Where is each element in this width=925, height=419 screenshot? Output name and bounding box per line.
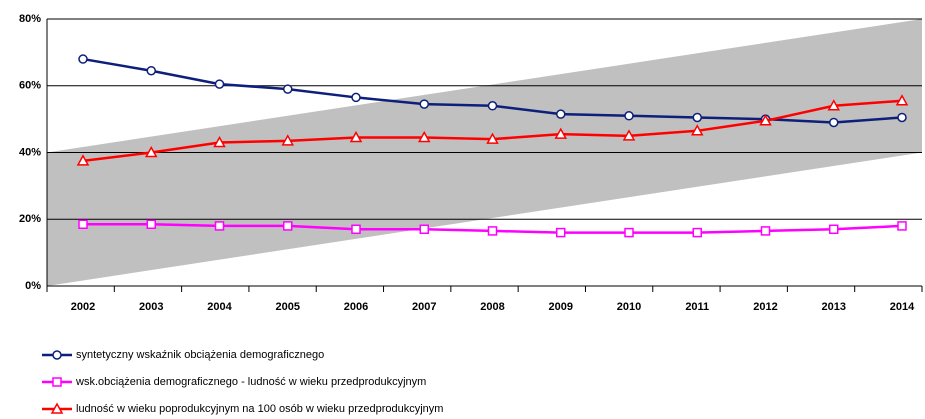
x-tick-label: 2008 xyxy=(480,301,504,313)
y-tick-label: 20% xyxy=(19,213,41,225)
x-tick-label: 2010 xyxy=(617,301,641,313)
y-tick-label: 60% xyxy=(19,80,41,92)
marker xyxy=(146,65,156,76)
marker xyxy=(895,94,909,106)
marker xyxy=(827,99,841,111)
marker xyxy=(52,377,62,387)
x-tick-label: 2013 xyxy=(822,301,846,313)
marker xyxy=(351,224,361,235)
marker xyxy=(759,114,772,126)
marker xyxy=(214,221,225,231)
x-tick-label: 2006 xyxy=(344,301,368,313)
marker xyxy=(214,79,225,89)
marker xyxy=(419,224,429,235)
marker xyxy=(50,402,64,414)
marker xyxy=(144,145,158,158)
marker xyxy=(419,99,429,109)
x-tick-label: 2002 xyxy=(71,301,95,313)
x-tick-label: 2004 xyxy=(207,301,232,313)
marker xyxy=(417,130,431,143)
marker xyxy=(487,226,498,236)
x-tick-label: 2003 xyxy=(139,301,163,313)
marker xyxy=(78,54,88,64)
legend-label: ludność w wieku poprodukcyjnym na 100 os… xyxy=(76,403,443,415)
x-tick-label: 2014 xyxy=(890,301,915,313)
marker xyxy=(349,130,363,143)
marker xyxy=(622,129,636,141)
marker xyxy=(624,227,634,238)
marker xyxy=(146,219,156,230)
marker xyxy=(556,227,566,238)
legend-label: wsk.obciążenia demograficznego - ludność… xyxy=(75,376,426,388)
marker xyxy=(690,124,704,136)
x-tick-label: 2007 xyxy=(412,301,436,313)
marker xyxy=(283,84,293,94)
marker xyxy=(283,221,293,231)
marker xyxy=(897,112,907,123)
marker xyxy=(556,109,566,119)
y-tick-label: 0% xyxy=(25,280,41,292)
marker xyxy=(829,117,839,128)
y-tick-label: 80% xyxy=(19,13,41,25)
marker xyxy=(692,227,702,238)
marker xyxy=(281,134,295,146)
marker xyxy=(487,101,498,111)
marker xyxy=(351,92,361,103)
marker xyxy=(76,154,90,166)
marker xyxy=(624,111,634,121)
marker xyxy=(486,132,499,144)
marker xyxy=(52,350,62,360)
marker xyxy=(554,127,568,139)
marker xyxy=(692,112,702,123)
x-tick-label: 2005 xyxy=(276,301,300,313)
marker xyxy=(897,221,907,231)
x-tick-label: 2009 xyxy=(549,301,573,313)
legend-label: syntetyczny wskaźnik obciążenia demograf… xyxy=(76,349,324,361)
marker xyxy=(760,226,771,236)
x-tick-label: 2012 xyxy=(753,301,777,313)
x-tick-label: 2011 xyxy=(685,301,709,313)
marker xyxy=(213,135,226,148)
marker xyxy=(78,219,88,230)
y-tick-label: 40% xyxy=(19,146,41,158)
marker xyxy=(829,224,839,235)
